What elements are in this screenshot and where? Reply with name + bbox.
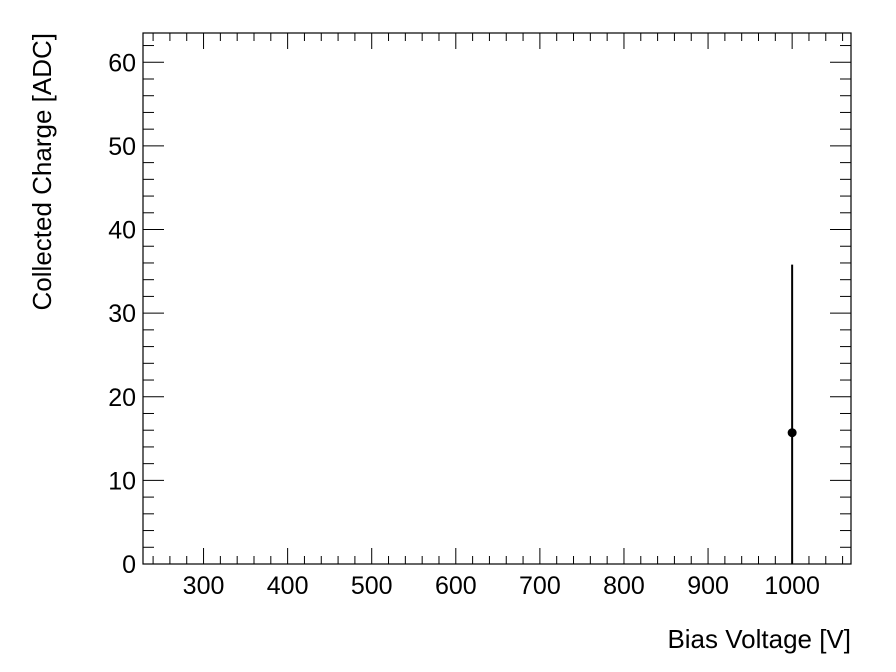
x-tick-label: 300 [183, 572, 225, 600]
y-tick-label: 0 [122, 551, 136, 579]
x-tick-label: 700 [519, 572, 561, 600]
x-tick-label: 400 [267, 572, 309, 600]
x-axis-title: Bias Voltage [V] [667, 624, 851, 654]
x-axis-ticks [152, 33, 844, 564]
data-points [787, 264, 797, 564]
y-tick-label: 60 [108, 49, 136, 77]
y-tick-label: 50 [108, 133, 136, 161]
x-axis-tick-labels: 300 400 500 600 700 800 900 1000 [183, 572, 820, 600]
x-tick-label: 800 [603, 572, 645, 600]
y-tick-label: 10 [108, 467, 136, 495]
y-tick-label: 30 [108, 300, 136, 328]
y-axis-title: Collected Charge [ADC] [27, 33, 57, 310]
y-tick-label: 20 [108, 384, 136, 412]
y-tick-label: 40 [108, 217, 136, 245]
y-axis-tick-labels: 0 10 20 30 40 50 60 [108, 49, 136, 579]
x-tick-label: 1000 [764, 572, 820, 600]
y-axis-ticks [143, 45, 851, 565]
x-tick-label: 900 [687, 572, 729, 600]
x-tick-label: 600 [435, 572, 477, 600]
x-tick-label: 500 [351, 572, 393, 600]
data-point [787, 428, 797, 438]
plot-frame [142, 32, 852, 565]
